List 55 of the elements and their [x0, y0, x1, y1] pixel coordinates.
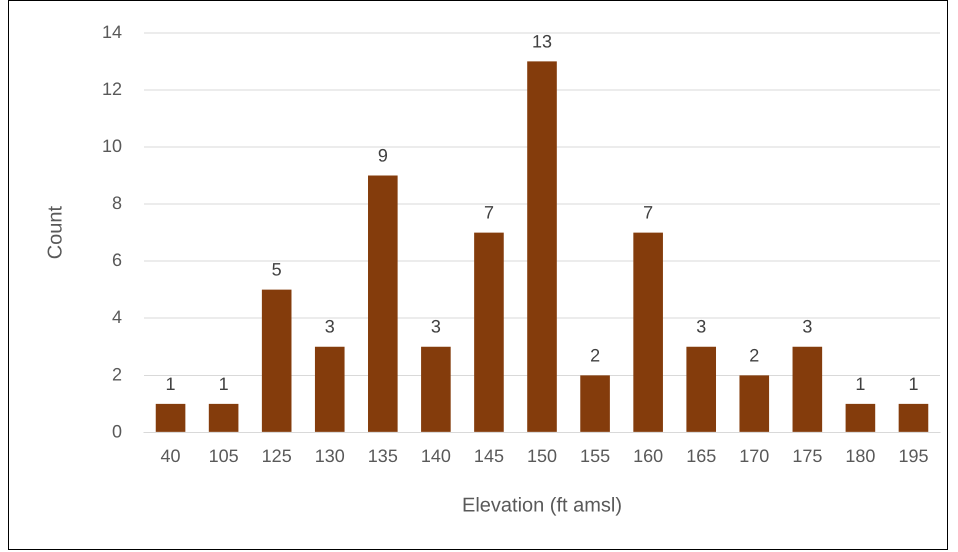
- data-label: 3: [324, 316, 335, 337]
- x-tick-label: 155: [580, 446, 610, 466]
- bar: [368, 176, 398, 432]
- bar: [156, 404, 186, 432]
- y-tick-label: 14: [102, 22, 122, 42]
- bar: [474, 232, 504, 432]
- data-label: 3: [430, 316, 441, 337]
- x-tick-label: 105: [208, 446, 239, 466]
- x-tick-label: 130: [314, 446, 345, 466]
- data-label: 1: [166, 374, 176, 394]
- bar: [633, 232, 663, 432]
- bar: [208, 404, 238, 432]
- x-tick-label: 160: [633, 446, 664, 466]
- y-tick-label: 6: [112, 250, 122, 270]
- x-tick-label: 145: [474, 446, 504, 466]
- data-label: 5: [272, 260, 282, 280]
- data-label: 3: [696, 316, 706, 337]
- x-tick-label: 140: [420, 446, 451, 466]
- y-axis-title: Count: [44, 205, 67, 260]
- x-axis-title: Elevation (ft amsl): [462, 494, 622, 517]
- y-tick-label: 12: [102, 78, 122, 99]
- data-label: 1: [218, 374, 229, 394]
- bar: [262, 290, 292, 432]
- data-label: 9: [378, 145, 388, 166]
- x-tick-label: 135: [368, 446, 398, 466]
- bar: [421, 346, 451, 432]
- bar: [314, 346, 345, 432]
- bar: [846, 404, 876, 432]
- y-tick-label: 0: [112, 421, 122, 442]
- x-tick-label: 180: [845, 446, 876, 466]
- data-label: 13: [532, 31, 552, 52]
- y-tick-label: 8: [112, 193, 122, 214]
- bar: [739, 375, 770, 432]
- data-label: 1: [908, 374, 918, 394]
- bar: [527, 61, 557, 432]
- x-tick-label: 175: [792, 446, 822, 466]
- bar: [686, 346, 716, 432]
- x-tick-label: 40: [160, 446, 181, 466]
- bar: [792, 346, 822, 432]
- y-tick-label: 2: [112, 364, 122, 384]
- data-label: 3: [802, 316, 812, 337]
- data-label: 1: [855, 374, 866, 394]
- x-tick-label: 150: [526, 446, 558, 466]
- y-tick-label: 4: [112, 307, 122, 328]
- data-label: 2: [590, 345, 600, 366]
- data-label: 7: [643, 202, 654, 223]
- data-label: 7: [484, 202, 494, 223]
- x-tick-label: 125: [262, 446, 292, 466]
- bar: [898, 404, 928, 432]
- data-label: 2: [749, 345, 760, 366]
- y-tick-label: 10: [102, 136, 122, 156]
- x-tick-label: 195: [898, 446, 928, 466]
- bar: [580, 375, 610, 432]
- x-tick-label: 165: [686, 446, 716, 466]
- x-tick-label: 170: [739, 446, 770, 466]
